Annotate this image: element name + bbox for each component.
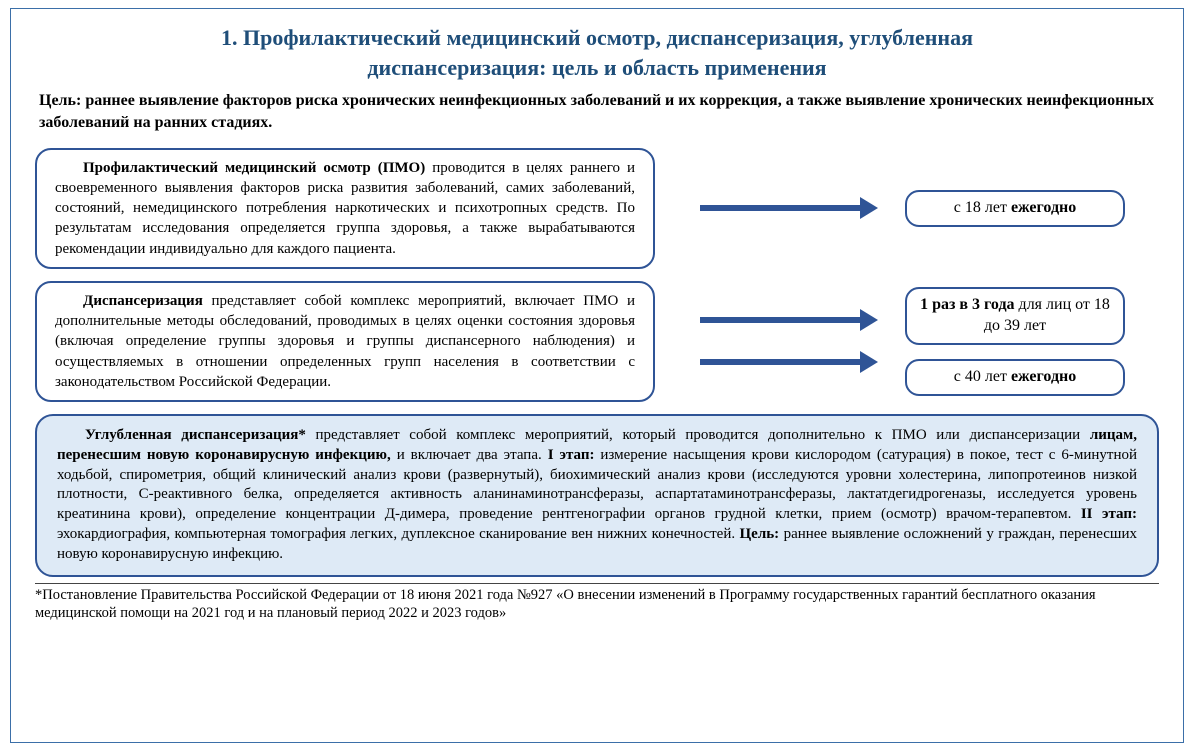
deep-stage2-label: II этап: [1081,506,1137,522]
pmo-frequency-box: с 18 лет ежегодно [905,190,1125,227]
pmo-description-box: Профилактический медицинский осмотр (ПМО… [35,148,655,269]
goal-label: Цель: [39,92,85,109]
deep-disp-box: Углубленная диспансеризация* представляе… [35,414,1159,577]
disp-freq2-bold: ежегодно [1011,368,1076,385]
deep-stage2-text: эхокардиография, компьютерная томография… [57,526,740,542]
disp-frequency-box-2: с 40 лет ежегодно [905,359,1125,396]
deep-stage1-label: I этап: [548,447,595,463]
goal-text: раннее выявление факторов риска хроничес… [39,92,1154,131]
disp-frequency-box-1: 1 раз в 3 года для лиц от 18 до 39 лет [905,287,1125,345]
disp-lead: Диспансеризация [83,293,212,309]
title-line-2: диспансеризация: цель и область применен… [367,55,826,80]
deep-goal-label: Цель: [740,526,780,542]
footnote: *Постановление Правительства Российской … [35,583,1159,624]
pmo-arrow-column [655,205,905,211]
deep-p1: представляет собой комплекс мероприятий,… [316,427,1090,443]
pmo-frequency-column: с 18 лет ежегодно [905,190,1125,227]
disp-description-box: Диспансеризация представляет собой компл… [35,281,655,402]
disp-freq2-prefix: с 40 лет [954,368,1011,385]
page-frame: 1. Профилактический медицинский осмотр, … [10,8,1184,743]
pmo-freq-bold: ежегодно [1011,199,1076,216]
deep-p2: и включает два этапа. [391,447,548,463]
arrow-icon [700,359,860,365]
arrow-icon [700,205,860,211]
goal-paragraph: Цель: раннее выявление факторов риска хр… [39,90,1155,133]
document-title: 1. Профилактический медицинский осмотр, … [35,23,1159,82]
deep-lead: Углубленная диспансеризация* [85,427,316,443]
arrow-icon [700,317,860,323]
disp-arrow-column [655,317,905,365]
title-line-1: 1. Профилактический медицинский осмотр, … [221,25,973,50]
disp-frequency-column: 1 раз в 3 года для лиц от 18 до 39 лет с… [905,287,1125,395]
row-pmo: Профилактический медицинский осмотр (ПМО… [35,148,1159,269]
row-disp: Диспансеризация представляет собой компл… [35,281,1159,402]
disp-freq1-bold: 1 раз в 3 года [920,296,1014,313]
pmo-freq-prefix: с 18 лет [954,199,1011,216]
pmo-lead: Профилактический медицинский осмотр (ПМО… [83,160,432,176]
